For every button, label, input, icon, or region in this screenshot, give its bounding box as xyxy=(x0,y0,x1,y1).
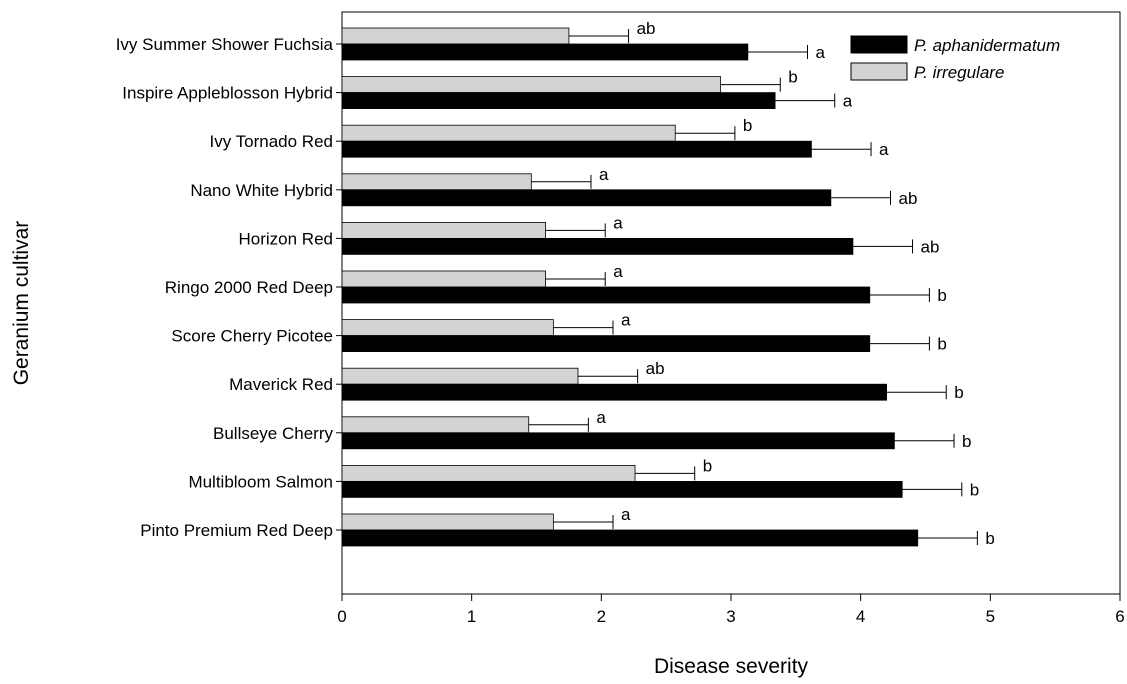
bar-p-irregulare-inspire-appleblosson-hybrid xyxy=(341,76,722,93)
significance-letter-p-irregulare-ivy-summer-shower-fuchsia: ab xyxy=(637,19,656,38)
bar-p-irregulare-bullseye-cherry xyxy=(341,416,530,434)
x-axis: 0 1 2 3 4 5 6 xyxy=(337,594,1125,626)
y-tick-label-ivy-summer-shower-fuchsia: Ivy Summer Shower Fuchsia xyxy=(116,35,334,54)
significance-letter-p-irregulare-pinto-premium-red-deep: a xyxy=(621,505,631,524)
significance-letter-p-irregulare-horizon-red: a xyxy=(613,213,623,232)
legend-swatch-p-aphanidermatum xyxy=(850,35,908,54)
significance-letter-p-aphanidermatum-multibloom-salmon: b xyxy=(970,480,979,499)
significance-letter-p-aphanidermatum-ivy-tornado-red: a xyxy=(879,140,889,159)
y-tick-label-maverick-red: Maverick Red xyxy=(229,375,333,394)
legend-label-p-irregulare: P. irregulare xyxy=(914,63,1004,82)
significance-letter-p-irregulare-multibloom-salmon: b xyxy=(703,456,712,475)
x-axis-title: Disease severity xyxy=(654,655,809,678)
y-tick-label-multibloom-salmon: Multibloom Salmon xyxy=(188,472,333,491)
y-tick-label-nano-white-hybrid: Nano White Hybrid xyxy=(190,181,333,200)
y-tick-label-score-cherry-picotee: Score Cherry Picotee xyxy=(171,327,333,346)
legend: P. aphanidermatum P. irregulare xyxy=(850,35,1060,82)
bars xyxy=(341,27,919,547)
significance-letter-p-aphanidermatum-inspire-appleblosson-hybrid: a xyxy=(843,92,853,111)
x-tick-label: 0 xyxy=(337,607,346,626)
y-tick-label-horizon-red: Horizon Red xyxy=(239,229,334,248)
bar-p-irregulare-ivy-summer-shower-fuchsia xyxy=(341,27,570,45)
bar-p-aphanidermatum-multibloom-salmon xyxy=(341,480,903,498)
bar-p-aphanidermatum-pinto-premium-red-deep xyxy=(341,529,919,547)
bar-p-aphanidermatum-nano-white-hybrid xyxy=(341,189,832,207)
x-tick-label: 4 xyxy=(856,607,865,626)
significance-letter-p-irregulare-ivy-tornado-red: b xyxy=(743,116,752,135)
x-tick-label: 3 xyxy=(726,607,735,626)
y-tick-label-pinto-premium-red-deep: Pinto Premium Red Deep xyxy=(140,521,333,540)
bar-p-irregulare-multibloom-salmon xyxy=(341,464,636,482)
significance-letter-p-irregulare-bullseye-cherry: a xyxy=(596,408,606,427)
bar-p-irregulare-ringo-2000-red-deep xyxy=(341,270,546,288)
bar-p-aphanidermatum-bullseye-cherry xyxy=(341,432,895,450)
x-tick-label: 2 xyxy=(597,607,606,626)
bar-p-aphanidermatum-inspire-appleblosson-hybrid xyxy=(341,92,776,109)
significance-letter-p-aphanidermatum-pinto-premium-red-deep: b xyxy=(985,529,994,548)
significance-letter-p-aphanidermatum-ringo-2000-red-deep: b xyxy=(937,286,946,305)
error-bars xyxy=(528,29,978,545)
x-tick-label: 5 xyxy=(986,607,995,626)
bar-p-irregulare-horizon-red xyxy=(341,221,546,239)
significance-letter-p-aphanidermatum-maverick-red: b xyxy=(954,383,963,402)
significance-letter-p-aphanidermatum-score-cherry-picotee: b xyxy=(937,335,946,354)
bar-p-irregulare-score-cherry-picotee xyxy=(341,319,554,337)
significance-letter-p-irregulare-inspire-appleblosson-hybrid: b xyxy=(788,68,797,87)
bar-p-aphanidermatum-maverick-red xyxy=(341,383,887,401)
bar-p-aphanidermatum-ivy-summer-shower-fuchsia xyxy=(341,43,749,61)
y-tick-label-ivy-tornado-red: Ivy Tornado Red xyxy=(210,132,333,151)
bar-p-aphanidermatum-score-cherry-picotee xyxy=(341,335,871,353)
x-tick-label: 6 xyxy=(1115,607,1124,626)
bar-p-aphanidermatum-ivy-tornado-red xyxy=(341,140,812,158)
bar-p-irregulare-maverick-red xyxy=(341,367,579,385)
y-tick-label-ringo-2000-red-deep: Ringo 2000 Red Deep xyxy=(165,278,333,297)
bar-p-irregulare-ivy-tornado-red xyxy=(341,124,676,142)
significance-letter-p-irregulare-score-cherry-picotee: a xyxy=(621,311,631,330)
significance-letter-p-aphanidermatum-bullseye-cherry: b xyxy=(962,432,971,451)
y-axis: Ivy Summer Shower Fuchsia Inspire Applebl… xyxy=(116,35,342,540)
y-tick-label-inspire-appleblosson-hybrid: Inspire Appleblosson Hybrid xyxy=(122,84,333,103)
legend-label-p-aphanidermatum: P. aphanidermatum xyxy=(914,36,1060,55)
bar-p-irregulare-pinto-premium-red-deep xyxy=(341,513,554,531)
significance-letter-p-aphanidermatum-horizon-red: ab xyxy=(921,237,940,256)
significance-letter-p-aphanidermatum-ivy-summer-shower-fuchsia: a xyxy=(816,43,826,62)
significance-letter-p-irregulare-ringo-2000-red-deep: a xyxy=(613,262,623,281)
bar-p-aphanidermatum-ringo-2000-red-deep xyxy=(341,286,871,304)
y-axis-title: Geranium cultivar xyxy=(10,221,33,386)
significance-letter-p-aphanidermatum-nano-white-hybrid: ab xyxy=(898,189,917,208)
bar-p-irregulare-nano-white-hybrid xyxy=(341,173,532,191)
bar-p-aphanidermatum-horizon-red xyxy=(341,237,854,255)
significance-letter-p-irregulare-maverick-red: ab xyxy=(646,359,665,378)
legend-swatch-p-irregulare xyxy=(850,62,908,81)
significance-letter-p-irregulare-nano-white-hybrid: a xyxy=(599,165,609,184)
y-tick-label-bullseye-cherry: Bullseye Cherry xyxy=(213,424,333,443)
x-tick-label: 1 xyxy=(467,607,476,626)
